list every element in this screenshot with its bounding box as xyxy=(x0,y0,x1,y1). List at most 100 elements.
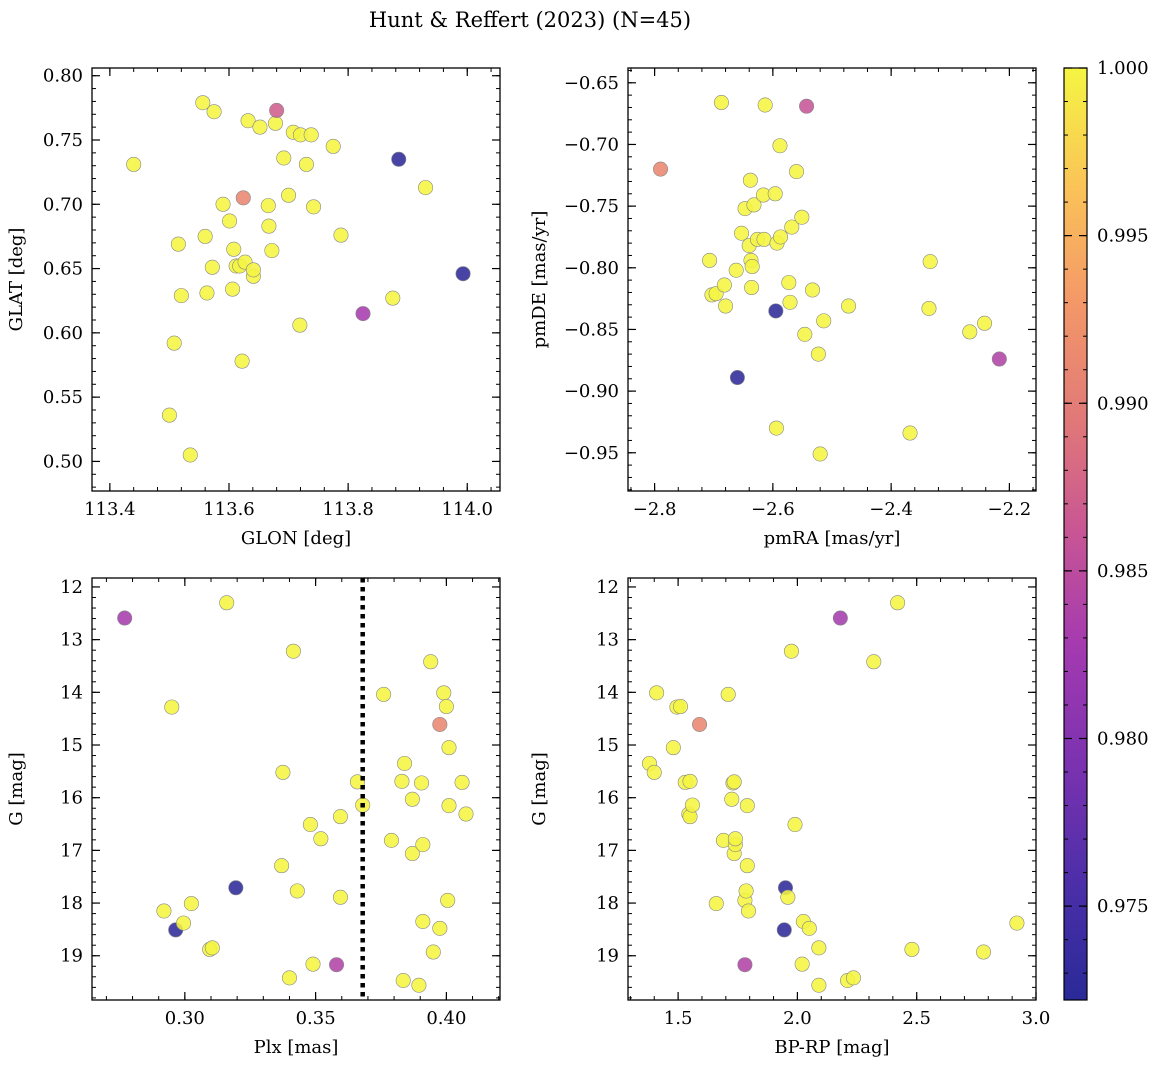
figure-title: Hunt & Reffert (2023) (N=45) xyxy=(369,8,691,32)
y-tick-label: 0.80 xyxy=(43,66,83,87)
data-point xyxy=(206,104,222,120)
data-point xyxy=(744,259,760,275)
data-point xyxy=(866,654,882,670)
data-point xyxy=(713,95,729,111)
data-point xyxy=(794,209,810,225)
data-point xyxy=(391,151,407,167)
data-point xyxy=(890,595,906,611)
data-point xyxy=(219,595,235,611)
y-tick-label: −0.85 xyxy=(564,319,619,340)
data-point xyxy=(281,187,297,203)
data-point xyxy=(425,944,441,960)
data-point xyxy=(458,806,474,822)
plot-frame-bprp-g xyxy=(627,577,1037,1001)
data-point xyxy=(383,832,399,848)
data-point xyxy=(285,643,301,659)
data-point xyxy=(195,95,211,111)
colorbar-tick-label: 0.995 xyxy=(1097,226,1149,247)
x-tick-label: 113.8 xyxy=(322,499,374,520)
y-tick-label: 15 xyxy=(596,735,619,756)
data-point xyxy=(682,773,698,789)
data-point xyxy=(418,180,434,196)
data-point xyxy=(260,198,276,214)
plot-frame-glon-glat xyxy=(91,67,501,492)
data-point xyxy=(170,236,186,252)
y-tick-label: 16 xyxy=(596,788,619,809)
data-point xyxy=(281,970,297,986)
data-point xyxy=(161,407,177,423)
data-point xyxy=(276,150,292,166)
data-point xyxy=(252,119,268,135)
data-point xyxy=(440,892,456,908)
data-point xyxy=(395,973,411,989)
data-point xyxy=(976,944,992,960)
data-point xyxy=(397,755,413,771)
x-tick-label: −2.6 xyxy=(751,499,795,520)
data-point xyxy=(757,97,773,113)
data-point xyxy=(739,858,755,874)
x-axis-label: BP-RP [mag] xyxy=(774,1037,889,1058)
x-tick-label: 0.40 xyxy=(426,1008,466,1029)
data-point xyxy=(376,686,392,702)
data-point xyxy=(197,228,213,244)
data-point xyxy=(454,774,470,790)
data-point xyxy=(781,275,797,291)
data-point xyxy=(787,817,803,833)
data-point xyxy=(225,281,241,297)
data-point xyxy=(325,138,341,154)
plot-frame-plx-g xyxy=(91,577,501,1001)
y-tick-label: −0.90 xyxy=(564,381,619,402)
y-tick-label: 0.75 xyxy=(43,130,83,151)
data-point xyxy=(665,740,681,756)
y-tick-label: 18 xyxy=(596,893,619,914)
y-axis-label: G [mag] xyxy=(529,752,550,825)
data-point xyxy=(727,831,743,847)
x-axis-label: pmRA [mas/yr] xyxy=(764,528,901,549)
data-point xyxy=(332,809,348,825)
data-point xyxy=(404,791,420,807)
panel-plx-g: 0.30 0.35 0.40 12 13 14 15 16 17 18 19 Plx [mas] G [… xyxy=(6,577,501,1058)
data-point xyxy=(234,353,250,369)
plot-frame-pmra-pmde xyxy=(627,67,1037,492)
data-point xyxy=(784,219,800,235)
y-tick-label: 0.65 xyxy=(43,259,83,280)
panel-pmra-pmde: −2.8 −2.6 −2.4 −2.2 −0.95 −0.90 −0.85 −0.80 −0.7… xyxy=(529,67,1037,549)
data-point xyxy=(204,940,220,956)
x-tick-label: 0.30 xyxy=(165,1008,205,1029)
data-point xyxy=(799,98,815,114)
data-point xyxy=(199,285,215,301)
data-point xyxy=(1009,915,1025,931)
colorbar-tick-label: 1.000 xyxy=(1097,58,1149,79)
y-tick-label: 13 xyxy=(60,630,83,651)
x-tick-label: 1.5 xyxy=(664,1008,693,1029)
y-tick-label: 18 xyxy=(60,893,83,914)
data-point xyxy=(812,446,828,462)
data-point xyxy=(708,896,724,912)
data-point xyxy=(977,315,993,331)
colorbar-tick-label: 0.990 xyxy=(1097,393,1149,414)
data-point xyxy=(275,764,291,780)
x-tick-label: 2.5 xyxy=(902,1008,931,1029)
data-point xyxy=(653,161,669,177)
data-point xyxy=(156,903,172,919)
data-point xyxy=(415,914,431,930)
data-point xyxy=(692,716,708,732)
data-point xyxy=(773,229,789,245)
y-tick-label: −0.75 xyxy=(564,196,619,217)
colorbar-tick-label: 0.980 xyxy=(1097,729,1149,750)
data-point xyxy=(646,764,662,780)
data-point xyxy=(455,266,471,282)
x-tick-label: −2.4 xyxy=(869,499,913,520)
data-point xyxy=(166,335,182,351)
x-tick-label: 113.6 xyxy=(203,499,255,520)
colorbar: 0.975 0.980 0.985 0.990 0.995 1.000 xyxy=(1063,58,1149,1001)
data-point xyxy=(756,231,772,247)
data-point xyxy=(404,846,420,862)
data-point xyxy=(811,940,827,956)
data-point xyxy=(411,977,427,993)
data-point xyxy=(355,306,371,322)
data-point xyxy=(182,447,198,463)
data-point xyxy=(672,699,688,715)
data-point xyxy=(729,370,745,386)
